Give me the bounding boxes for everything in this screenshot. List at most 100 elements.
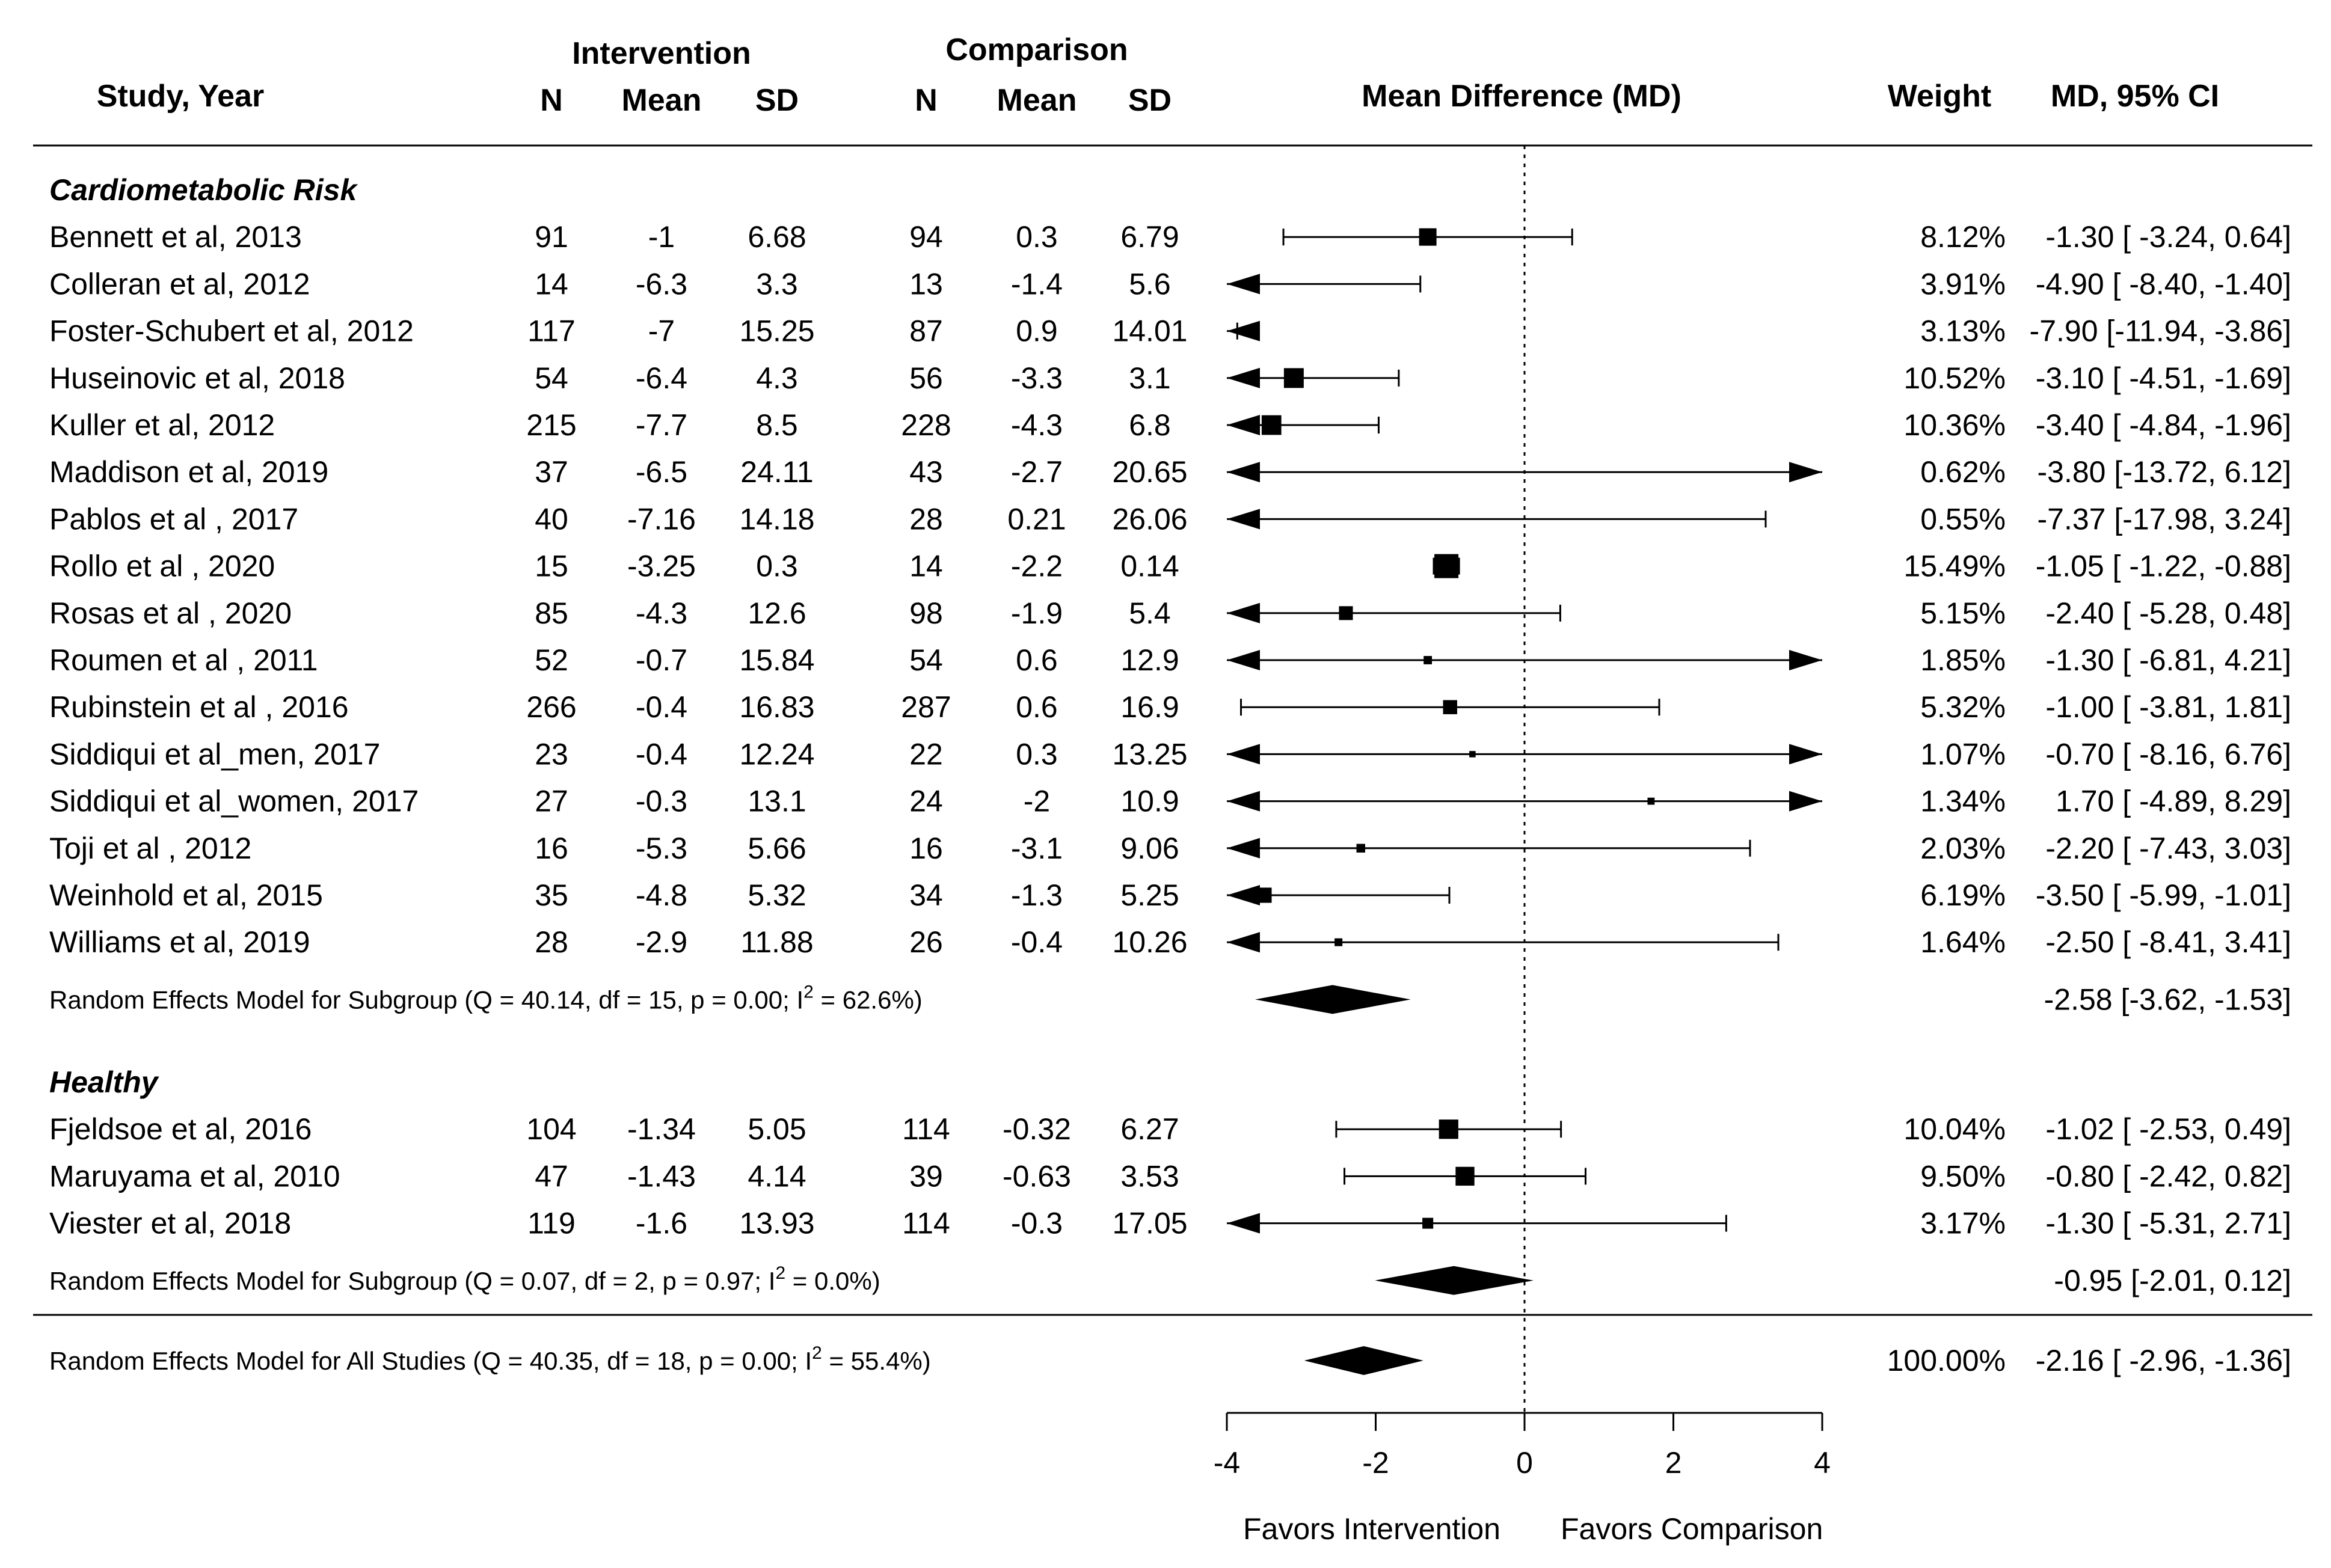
intervention-mean: -4.3 [636,596,687,630]
comparison-mean: 0.3 [1016,737,1058,771]
comparison-sd: 9.06 [1120,831,1179,865]
ci-arrow-right [1789,462,1822,483]
intervention-n: 15 [535,550,568,583]
intervention-sd: 15.84 [739,643,814,677]
point-estimate [1455,1166,1475,1186]
study-name: Pablos et al , 2017 [49,502,298,536]
study-ci-text: -1.30 [ -5.31, 2.71] [2045,1207,2291,1240]
study-weight: 5.15% [1920,596,2006,630]
comparison-n: 87 [909,314,943,348]
point-estimate [1261,415,1282,435]
ci-arrow-right [1789,744,1822,765]
intervention-mean: -1.43 [627,1159,696,1193]
study-weight: 3.17% [1920,1207,2006,1240]
comparison-sd: 12.9 [1120,643,1179,677]
favors-comparison-label: Favors Comparison [1561,1512,1823,1546]
study-ci-text: -3.10 [ -4.51, -1.69] [2036,361,2291,395]
subgroup-model-label: Random Effects Model for Subgroup (Q = 0… [49,1263,880,1295]
study-ci-text: -0.80 [ -2.42, 0.82] [2045,1159,2291,1193]
subgroup-ci-text: -0.95 [-2.01, 0.12] [2054,1264,2291,1297]
point-estimate [1443,700,1457,714]
x-tick-label: -2 [1362,1446,1389,1480]
comparison-mean: 0.3 [1016,220,1058,254]
overall-ci-text: -2.16 [ -2.96, -1.36] [2036,1344,2291,1377]
study-name: Maruyama et al, 2010 [49,1159,340,1193]
intervention-mean: -4.8 [636,878,687,912]
study-ci-text: -4.90 [ -8.40, -1.40] [2036,267,2291,301]
study-weight: 5.32% [1920,690,2006,724]
comparison-mean: -0.32 [1003,1112,1071,1146]
study-name: Rollo et al , 2020 [49,550,275,583]
comparison-mean: -3.1 [1011,831,1063,865]
comparison-sd: 16.9 [1120,690,1179,724]
ci-arrow-left [1227,415,1260,435]
subgroup-heading: Healthy [49,1065,159,1099]
study-ci-text: 1.70 [ -4.89, 8.29] [2056,785,2291,818]
comparison-sd: 10.26 [1112,925,1187,959]
intervention-sd: 4.3 [756,361,798,395]
point-estimate [1647,797,1655,805]
intervention-sd: 12.6 [748,596,806,630]
point-estimate [1334,938,1343,946]
comparison-mean: 0.6 [1016,690,1058,724]
comparison-mean: -0.63 [1003,1159,1071,1193]
study-name: Williams et al, 2019 [49,925,310,959]
comparison-n: 24 [909,785,943,818]
point-estimate [1469,751,1476,758]
study-name: Viester et al, 2018 [49,1207,291,1240]
intervention-mean: -5.3 [636,831,687,865]
header-study: Study, Year [97,79,264,114]
comparison-n: 228 [901,408,951,442]
header-int-mean: Mean [622,83,702,118]
ci-arrow-right [1789,791,1822,812]
summary-diamond [1375,1266,1534,1295]
study-weight: 1.34% [1920,785,2006,818]
intervention-n: 52 [535,643,568,677]
comparison-mean: 0.9 [1016,314,1058,348]
intervention-sd: 15.25 [739,314,814,348]
study-ci-text: -1.05 [ -1.22, -0.88] [2036,550,2291,583]
study-weight: 0.62% [1920,455,2006,489]
comparison-n: 56 [909,361,943,395]
intervention-sd: 8.5 [756,408,798,442]
intervention-sd: 3.3 [756,267,798,301]
ci-arrow-left [1227,1213,1260,1234]
point-estimate [1339,606,1353,620]
study-rows: Cardiometabolic Risk Bennett et al, 2013 9… [49,173,2291,1377]
intervention-sd: 0.3 [756,550,798,583]
comparison-mean: -3.3 [1011,361,1063,395]
study-ci-text: -3.80 [-13.72, 6.12] [2037,455,2291,489]
header-comp-n: N [915,83,938,118]
comparison-sd: 6.8 [1129,408,1171,442]
intervention-mean: -0.4 [636,690,687,724]
comparison-sd: 0.14 [1120,550,1179,583]
point-estimate [1356,844,1365,853]
ci-arrow-left [1227,791,1260,812]
point-estimate [1439,1119,1458,1139]
x-tick-label: 4 [1814,1446,1831,1480]
study-weight: 8.12% [1920,220,2006,254]
comparison-n: 26 [909,925,943,959]
x-tick-label: -4 [1214,1446,1240,1480]
comparison-n: 94 [909,220,943,254]
comparison-mean: -4.3 [1011,408,1063,442]
summary-diamond [1255,985,1411,1014]
study-weight: 2.03% [1920,831,2006,865]
intervention-mean: -1.34 [627,1112,696,1146]
study-name: Foster-Schubert et al, 2012 [49,314,414,348]
ci-arrow-left [1227,838,1260,859]
header-ci: MD, 95% CI [2051,79,2219,114]
comparison-sd: 5.25 [1120,878,1179,912]
point-estimate [1423,656,1433,664]
comparison-mean: -1.3 [1011,878,1063,912]
intervention-n: 215 [526,408,576,442]
intervention-mean: -0.3 [636,785,687,818]
subgroup-model-label: Random Effects Model for Subgroup (Q = 4… [49,982,923,1014]
study-weight: 3.91% [1920,267,2006,301]
study-name: Rosas et al , 2020 [49,596,292,630]
intervention-n: 266 [526,690,576,724]
intervention-mean: -6.4 [636,361,687,395]
intervention-mean: -0.7 [636,643,687,677]
study-weight: 10.52% [1903,361,2006,395]
comparison-mean: -2.7 [1011,455,1063,489]
